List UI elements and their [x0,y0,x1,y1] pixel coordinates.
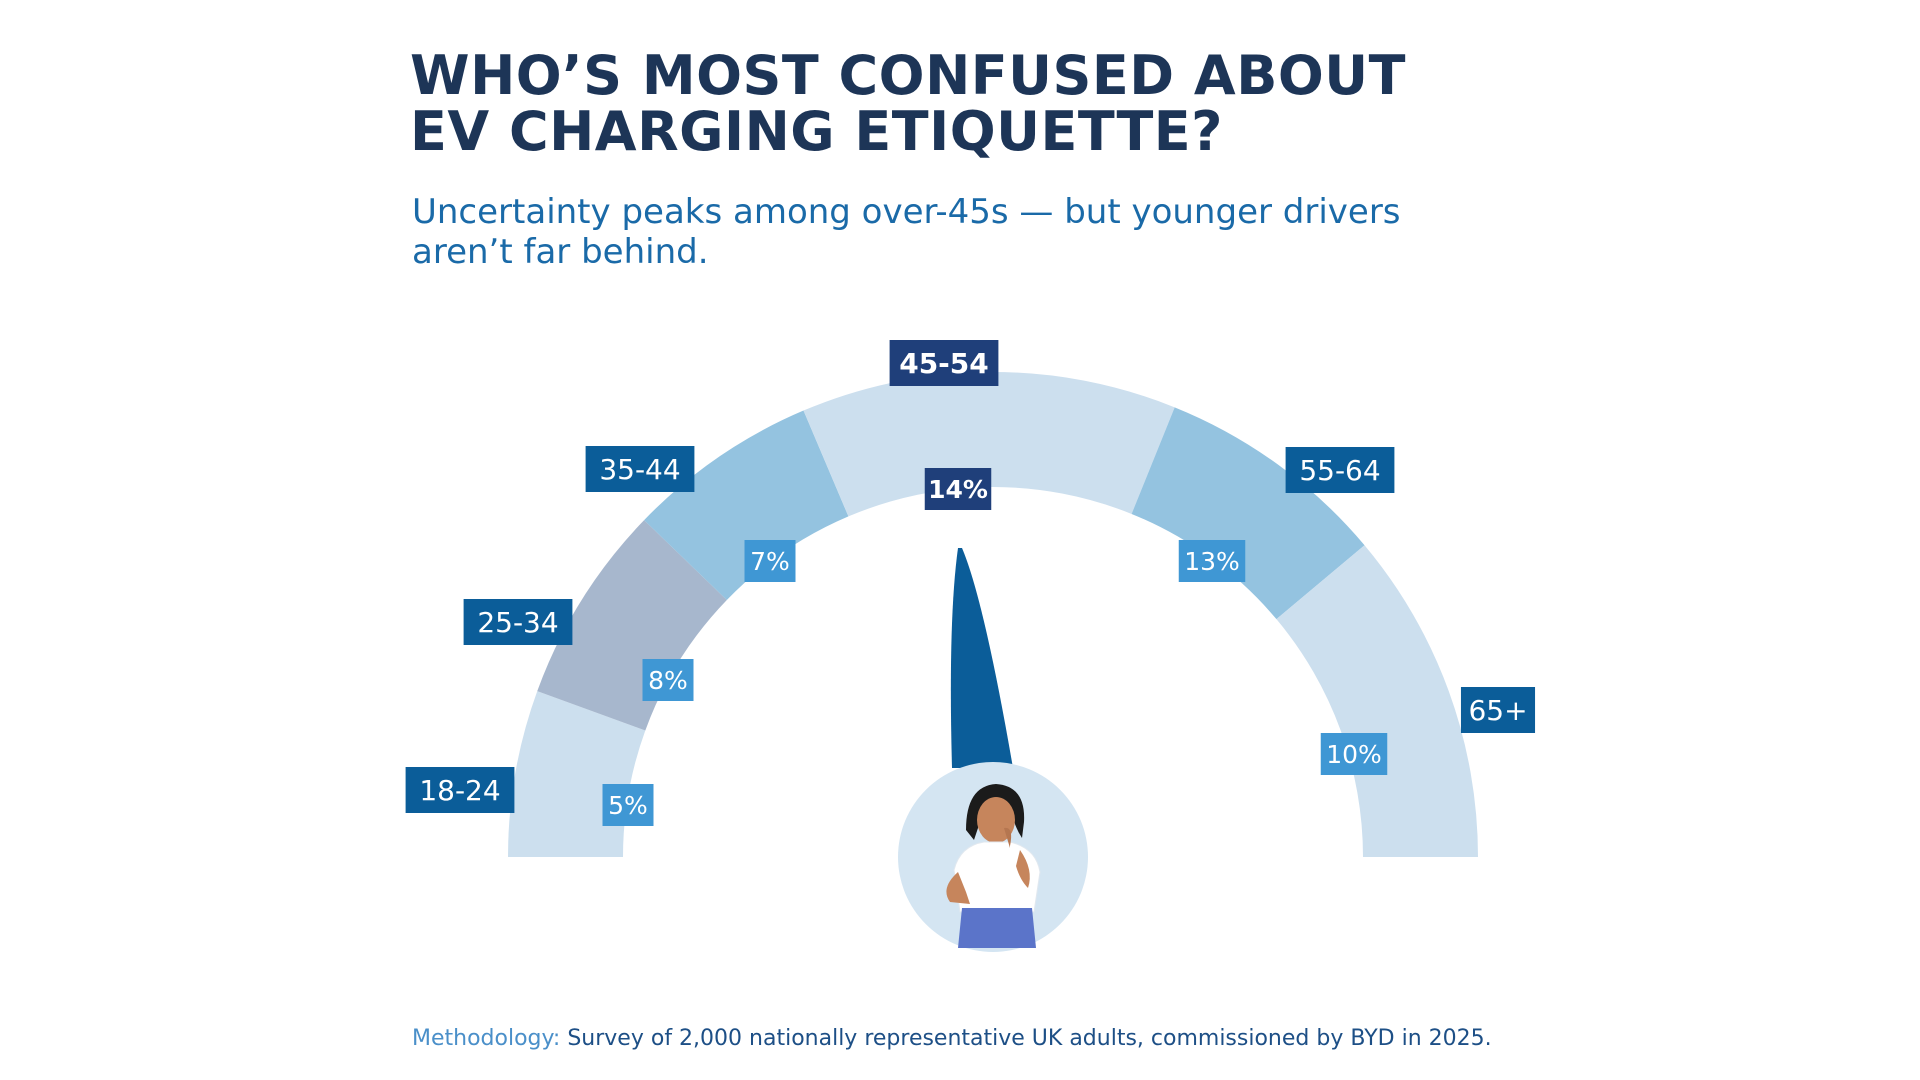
value-label-45-54: 14% [924,468,992,510]
value-label-18-24-bg [602,784,654,826]
gauge-segment-35-44 [644,410,849,600]
person-hand-icon [1004,827,1012,848]
category-label-25-34-text: 25-34 [477,606,558,639]
category-label-45-54: 45-54 [889,340,999,386]
value-label-55-64: 13% [1178,540,1246,582]
value-label-18-24: 5% [602,784,654,826]
category-label-35-44-text: 35-44 [599,453,680,486]
page-title: WHO’S MOST CONFUSED ABOUT EV CHARGING ET… [410,48,1610,160]
title-line-1: WHO’S MOST CONFUSED ABOUT [410,44,1406,107]
value-label-25-34-text: 8% [648,666,688,695]
value-label-45-54-bg [924,468,992,510]
person-arm-left-icon [946,872,970,904]
category-label-55-64: 55-64 [1285,447,1395,493]
value-label-45-54-text: 14% [928,475,988,504]
subtitle-line-1: Uncertainty peaks among over-45s — but y… [412,192,1401,232]
value-label-25-34-bg [642,659,694,701]
needle [950,548,1013,768]
subtitle-line-2: aren’t far behind. [412,232,709,272]
person-arm-icon [1016,850,1030,888]
value-label-25-34: 8% [642,659,694,701]
gauge-segment-25-34 [537,520,727,731]
category-label-25-34: 25-34 [463,599,573,645]
value-label-65plus: 10% [1320,733,1388,775]
needle-shape [950,548,1013,768]
category-label-65plus-bg [1460,687,1536,733]
value-label-35-44-bg [744,540,796,582]
person-hair-icon [966,784,1025,840]
category-label-18-24-text: 18-24 [419,774,500,807]
person-shorts-icon [958,908,1036,948]
category-label-45-54-bg [889,340,999,386]
value-label-35-44-text: 7% [750,547,790,576]
category-label-35-44-bg [585,446,695,492]
category-label-45-54-text: 45-54 [899,347,989,380]
title-line-2: EV CHARGING ETIQUETTE? [410,100,1223,163]
gauge-segment-45-54 [803,372,1175,517]
gauge-segment-65plus [1276,545,1478,857]
value-label-55-64-bg [1178,540,1246,582]
confused-person-illustration [898,762,1088,952]
category-labels: 18-24 25-34 35-44 45-54 55-64 65+ [405,340,1536,813]
page-subtitle: Uncertainty peaks among over-45s — but y… [412,192,1612,272]
category-label-55-64-bg [1285,447,1395,493]
value-labels: 5% 8% 7% 14% 13% 10% [602,468,1388,826]
category-label-18-24-bg [405,767,515,813]
category-label-65plus-text: 65+ [1468,694,1527,727]
category-label-18-24: 18-24 [405,767,515,813]
value-label-18-24-text: 5% [608,791,648,820]
methodology-label: Methodology: [412,1026,561,1051]
gauge-chart: 18-24 25-34 35-44 45-54 55-64 65+ 5% 8% 7% 14% 13… [405,340,1536,952]
category-label-35-44: 35-44 [585,446,695,492]
category-label-25-34-bg [463,599,573,645]
category-label-55-64-text: 55-64 [1299,454,1380,487]
value-label-55-64-text: 13% [1184,547,1240,576]
methodology-text: Survey of 2,000 nationally representativ… [560,1026,1492,1051]
value-label-35-44: 7% [744,540,796,582]
category-label-65plus: 65+ [1460,687,1536,733]
methodology-note: Methodology: Survey of 2,000 nationally … [412,1026,1712,1051]
gauge-segment-55-64 [1131,407,1365,620]
value-label-65plus-text: 10% [1326,740,1382,769]
value-label-65plus-bg [1320,733,1388,775]
